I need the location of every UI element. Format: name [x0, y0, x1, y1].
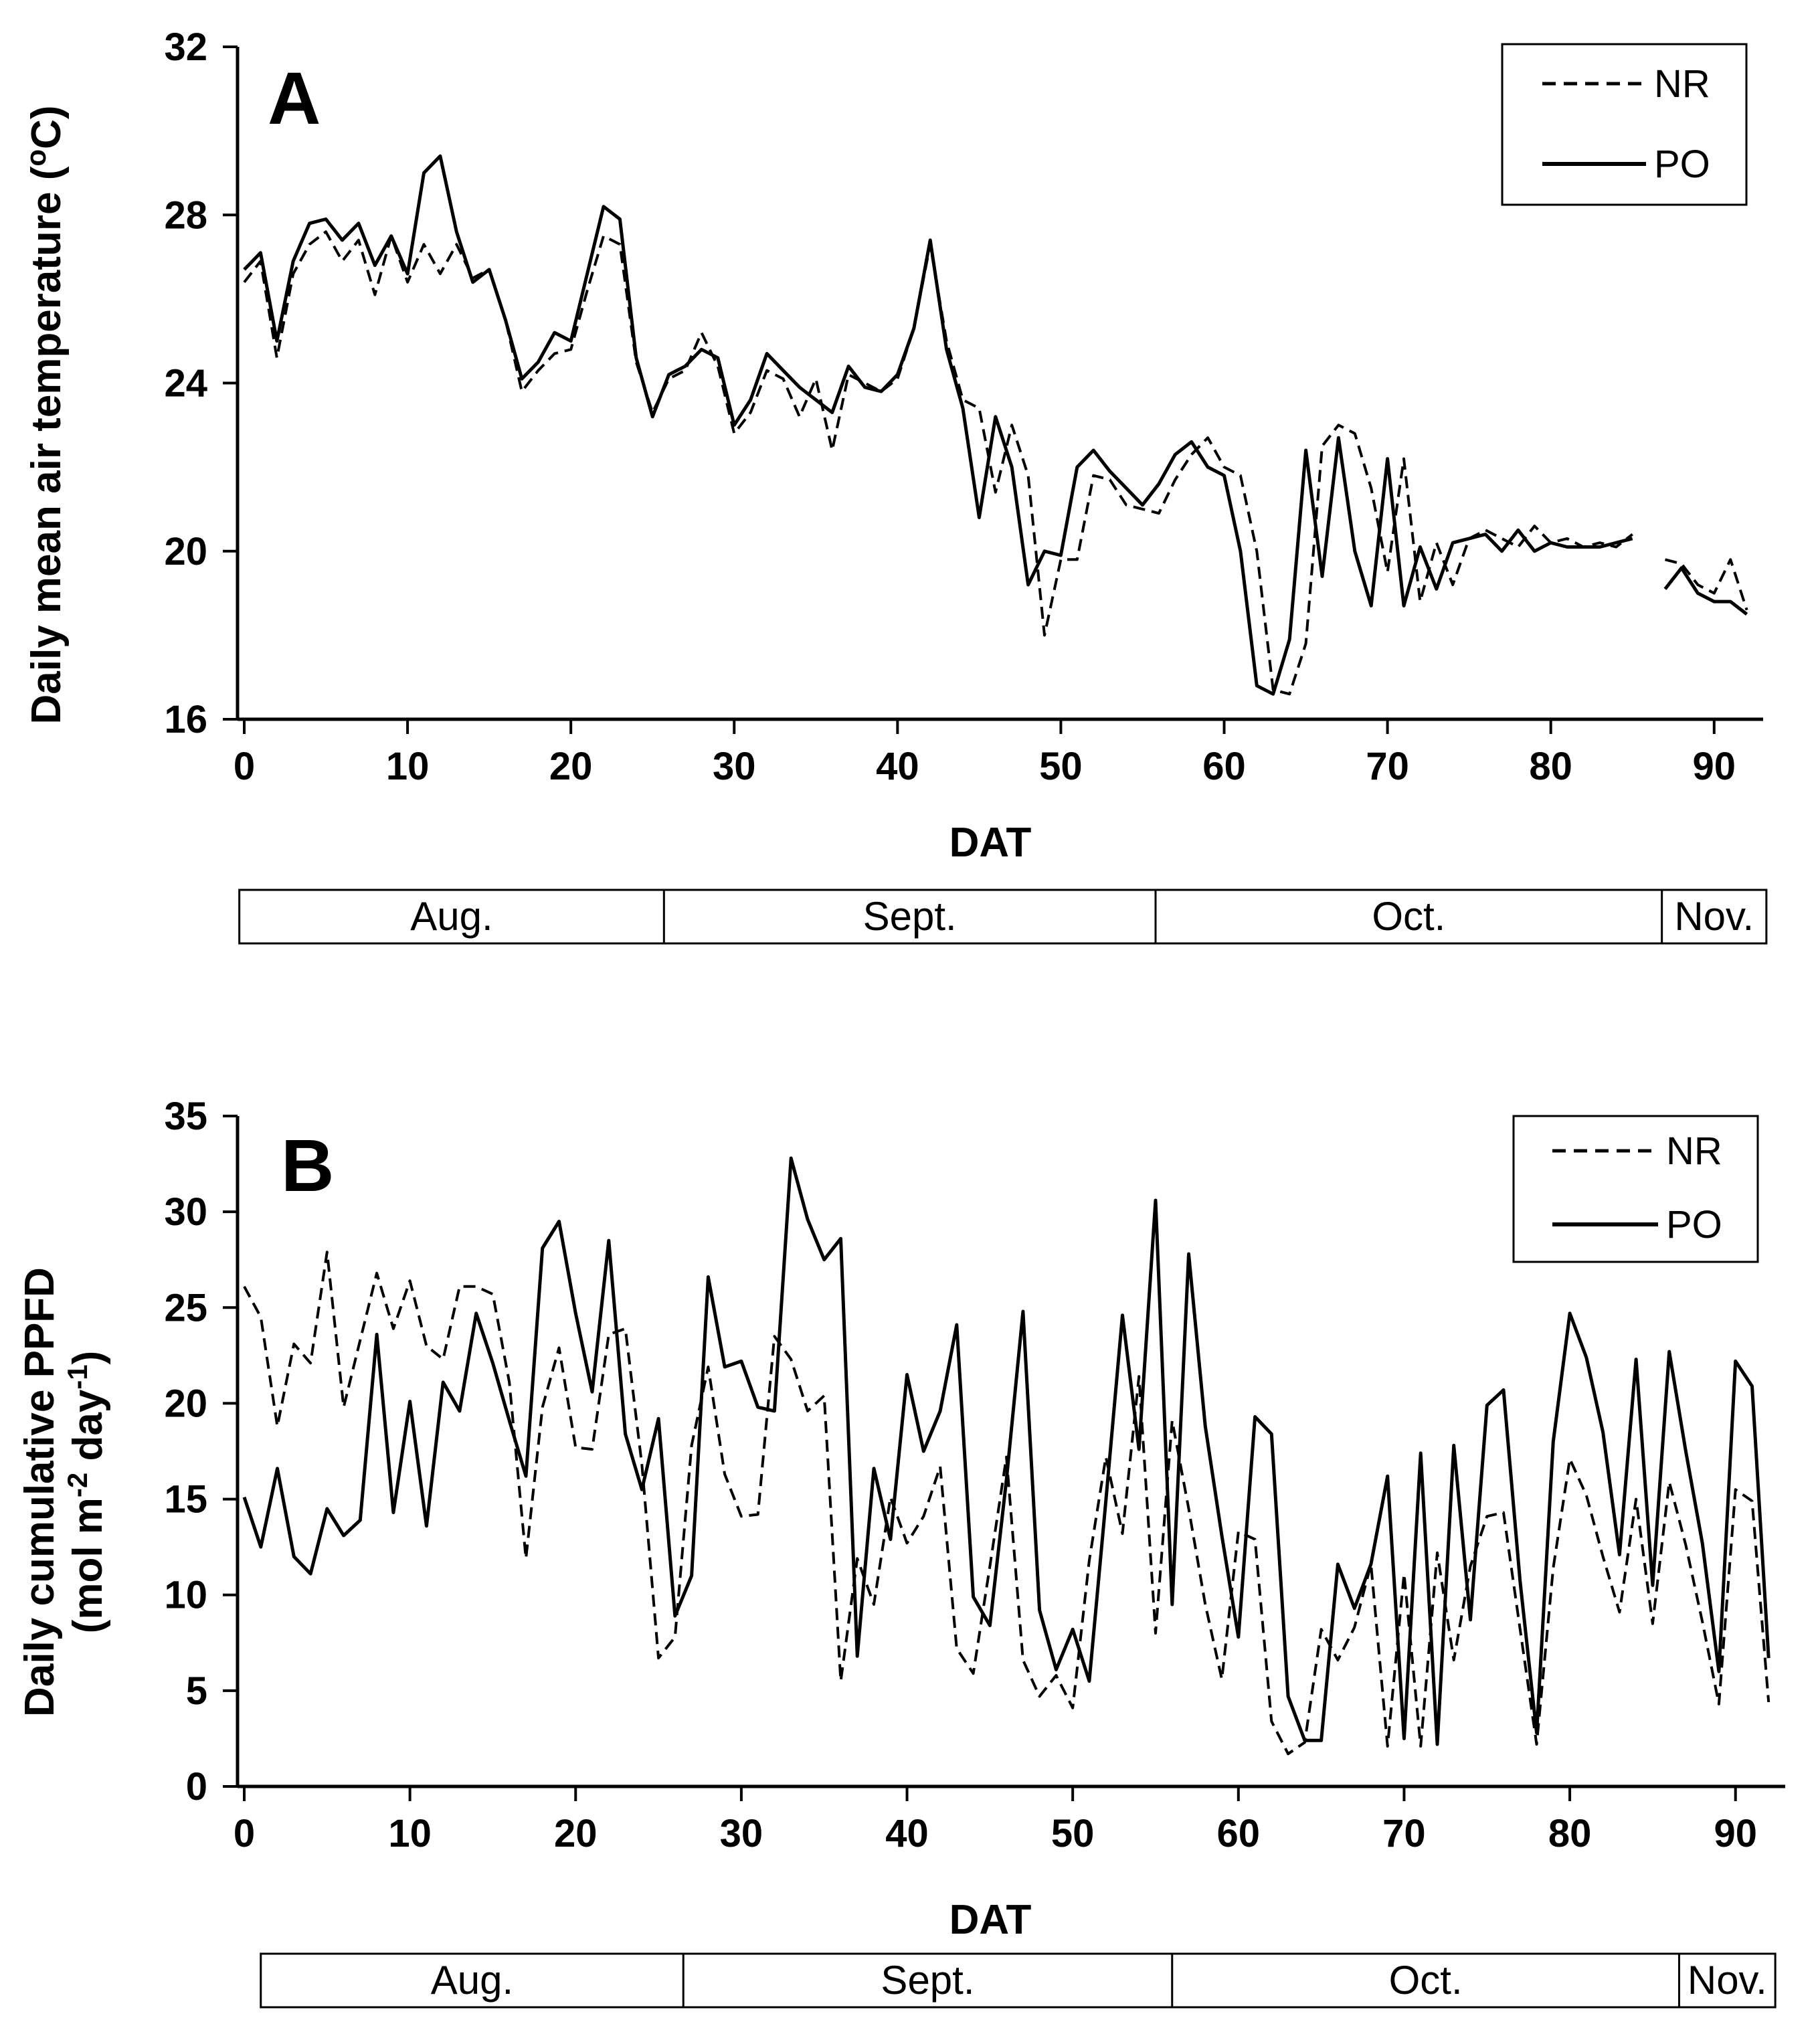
y-tick-label: 32: [164, 25, 207, 69]
y-tick-label: 30: [164, 1190, 207, 1234]
x-tick-label: 60: [1217, 1812, 1261, 1855]
x-tick-label: 50: [1039, 745, 1083, 788]
y-tick-label: 0: [186, 1765, 207, 1809]
panel-b-series: [242, 1156, 1770, 1756]
panel-b-y-axis-title-line2: (mol m-2 day-1): [62, 1351, 111, 1634]
y-tick-label: 28: [164, 193, 207, 237]
month-label: Sept.: [881, 1958, 974, 2003]
x-tick-label: 90: [1693, 745, 1736, 788]
panel-a-x-axis-title: DAT: [949, 820, 1032, 866]
month-label: Nov.: [1688, 1958, 1767, 2003]
series-nr-line: [243, 230, 1748, 696]
x-tick-label: 40: [885, 1812, 929, 1855]
x-tick-label: 60: [1202, 745, 1246, 788]
x-tick-label: 50: [1051, 1812, 1095, 1855]
panel-a: A 16 20 24 28 32 0 10 20 30 40 50 60 70 80 90 DAT Dail…: [20, 25, 1768, 945]
month-label: Aug.: [410, 894, 492, 939]
month-label: Nov.: [1674, 894, 1754, 939]
x-tick-label: 30: [720, 1812, 763, 1855]
y-tick-label: 16: [164, 698, 207, 741]
series-po-line: [243, 154, 1748, 696]
x-tick-label: 90: [1714, 1812, 1757, 1855]
panel-b-legend: NR PO: [1512, 1115, 1759, 1263]
y-tick-label: 20: [164, 530, 207, 573]
panel-b-letter: B: [281, 1125, 334, 1207]
panel-a-legend-po-label: PO: [1654, 143, 1710, 186]
month-bar-frame: [260, 1952, 1777, 2009]
panel-b-x-axis-title: DAT: [949, 1897, 1032, 1943]
x-tick-label: 70: [1382, 1812, 1426, 1855]
y-tick-label: 15: [164, 1478, 207, 1521]
panel-a-y-axis-title: Daily mean air temperature (oC): [20, 106, 70, 725]
x-tick-label: 70: [1366, 745, 1409, 788]
y-tick-label: 35: [164, 1095, 207, 1138]
y-tick-label: 5: [186, 1669, 207, 1713]
panel-b-legend-box: [1512, 1115, 1759, 1263]
y-tick-label: 24: [164, 362, 207, 405]
x-tick-label: 80: [1529, 745, 1572, 788]
panel-b-y-axis-title-line1: Daily cumulative PPFD: [17, 1267, 63, 1717]
x-tick-label: 0: [234, 1812, 255, 1855]
series-nr-line: [243, 1251, 1770, 1756]
x-tick-label: 20: [554, 1812, 598, 1855]
x-tick-label: 30: [713, 745, 756, 788]
month-label: Oct.: [1372, 894, 1445, 939]
panel-a-axes: 16 20 24 28 32 0 10 20 30 40 50 60 70 80 90: [164, 25, 1763, 788]
panel-a-letter: A: [268, 58, 321, 140]
x-tick-label: 10: [388, 1812, 432, 1855]
panel-a-series: [243, 154, 1748, 696]
month-label: Aug.: [431, 1958, 513, 2003]
x-tick-label: 20: [549, 745, 593, 788]
panel-b-legend-nr-label: NR: [1666, 1129, 1722, 1173]
x-tick-label: 40: [876, 745, 919, 788]
x-tick-label: 80: [1548, 1812, 1592, 1855]
y-tick-label: 20: [164, 1382, 207, 1425]
month-bar-frame: [238, 889, 1768, 945]
panel-a-legend-nr-label: NR: [1654, 62, 1710, 106]
panel-b-month-bar: Aug. Sept. Oct. Nov.: [260, 1952, 1777, 2009]
panel-a-legend-box: [1501, 43, 1748, 206]
x-tick-label: 0: [234, 745, 255, 788]
month-label: Oct.: [1389, 1958, 1463, 2003]
panel-a-month-bar: Aug. Sept. Oct. Nov.: [238, 889, 1768, 945]
panel-b-legend-po-label: PO: [1666, 1203, 1722, 1246]
panel-b-axes: 0 5 10 15 20 25 30 35 0 10 20 30 40 50 60 70 80 90: [164, 1095, 1785, 1855]
y-tick-label: 10: [164, 1574, 207, 1617]
y-tick-label: 25: [164, 1286, 207, 1329]
panel-a-legend: NR PO: [1501, 43, 1748, 206]
x-tick-label: 10: [386, 745, 430, 788]
series-po-line: [242, 1156, 1770, 1746]
month-label: Sept.: [863, 894, 957, 939]
